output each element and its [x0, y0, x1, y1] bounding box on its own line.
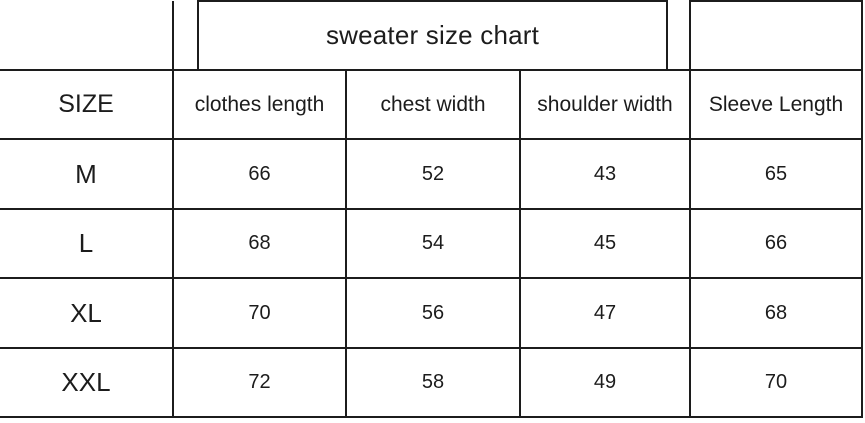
cell-m-chest-width: 52 [345, 138, 521, 210]
table-row-m: M 66 52 43 65 [0, 138, 864, 210]
cell-xl-clothes-length: 70 [172, 277, 347, 349]
header-row: SIZE clothes length chest width shoulder… [0, 69, 864, 140]
table-row-xxl: XXL 72 58 49 70 [0, 347, 864, 418]
header-clothes-length: clothes length [172, 69, 347, 140]
header-shoulder-width: shoulder width [518, 69, 692, 140]
header-chest-width: chest width [345, 69, 521, 140]
cell-xxl-sleeve-length: 70 [689, 347, 864, 418]
spacer-top-right [689, 0, 864, 71]
cell-xxl-clothes-length: 72 [172, 347, 347, 418]
cell-l-sleeve-length: 66 [689, 208, 864, 279]
chart-title: sweater size chart [196, 0, 669, 71]
cell-m-clothes-length: 66 [172, 138, 347, 210]
spacer-top-left [0, 1, 173, 70]
cell-m-shoulder-width: 43 [518, 138, 692, 210]
table-row-xl: XL 70 56 47 68 [0, 277, 864, 349]
row-label-l: L [0, 208, 174, 279]
table-row-l: L 68 54 45 66 [0, 208, 864, 279]
header-sleeve-length: Sleeve Length [689, 69, 864, 140]
row-label-m: M [0, 138, 174, 210]
cell-xl-shoulder-width: 47 [518, 277, 692, 349]
cell-xxl-chest-width: 58 [345, 347, 521, 418]
title-row: sweater size chart [0, 0, 864, 71]
cell-xl-chest-width: 56 [345, 277, 521, 349]
row-label-xxl: XXL [0, 347, 174, 418]
header-size: SIZE [0, 69, 174, 140]
cell-l-shoulder-width: 45 [518, 208, 692, 279]
row-label-xl: XL [0, 277, 174, 349]
cell-l-clothes-length: 68 [172, 208, 347, 279]
cell-xxl-shoulder-width: 49 [518, 347, 692, 418]
cell-xl-sleeve-length: 68 [689, 277, 864, 349]
cell-l-chest-width: 54 [345, 208, 521, 279]
cell-m-sleeve-length: 65 [689, 138, 864, 210]
spacer-gap-left [172, 1, 199, 71]
spacer-gap-right [666, 1, 692, 71]
